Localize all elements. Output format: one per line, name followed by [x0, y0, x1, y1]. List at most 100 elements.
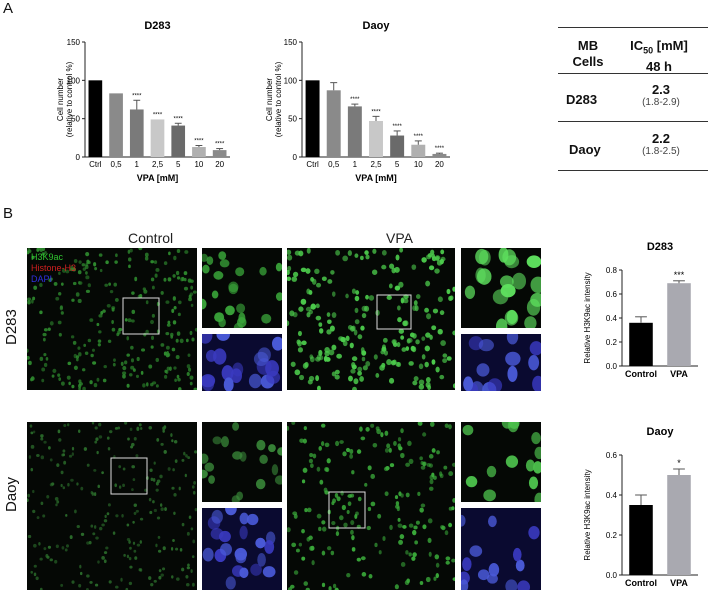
- nucleus: [445, 560, 450, 565]
- nucleus: [132, 368, 136, 372]
- nucleus: [131, 488, 134, 492]
- nucleus: [505, 351, 521, 366]
- nucleus: [150, 345, 154, 349]
- nucleus: [320, 441, 325, 447]
- nucleus: [509, 422, 520, 429]
- nucleus: [394, 285, 401, 291]
- nucleus: [186, 531, 190, 536]
- nucleus: [127, 437, 130, 441]
- bar: [629, 505, 653, 575]
- row-label-daoy: Daoy: [3, 476, 20, 512]
- nucleus: [440, 340, 446, 346]
- nucleus: [171, 439, 174, 443]
- nucleus: [62, 449, 66, 453]
- nucleus: [39, 248, 44, 252]
- microscopy-texture: [202, 334, 282, 391]
- nucleus: [32, 296, 36, 301]
- nucleus: [58, 377, 62, 381]
- nucleus: [300, 267, 307, 273]
- nucleus: [322, 526, 327, 532]
- nucleus: [155, 481, 159, 486]
- nucleus: [162, 426, 166, 431]
- daoy-vpa-zoom-merge: [461, 508, 541, 590]
- x-tick-label: Control: [625, 578, 657, 588]
- nucleus: [321, 550, 326, 556]
- x-tick-label: 5: [395, 160, 400, 169]
- nucleus: [100, 310, 104, 315]
- nucleus: [403, 320, 409, 327]
- nucleus: [89, 380, 93, 385]
- nucleus: [126, 383, 130, 388]
- nucleus: [407, 440, 412, 446]
- nucleus: [294, 369, 301, 376]
- nucleus: [58, 271, 61, 276]
- nucleus: [62, 453, 65, 457]
- nucleus: [160, 290, 164, 295]
- nucleus: [309, 545, 314, 551]
- nucleus: [321, 582, 326, 588]
- nucleus: [444, 530, 449, 536]
- nucleus: [316, 466, 321, 472]
- d283-ic50-value: 2.3: [651, 82, 671, 97]
- x-tick-label: 1: [353, 160, 358, 169]
- nucleus: [123, 553, 126, 557]
- nucleus: [143, 332, 147, 337]
- nucleus: [120, 577, 123, 582]
- nucleus: [302, 467, 308, 473]
- nucleus: [56, 463, 60, 468]
- nucleus: [309, 354, 314, 360]
- bar: [390, 135, 405, 157]
- nucleus: [384, 491, 389, 497]
- nucleus: [525, 459, 535, 472]
- nucleus: [340, 336, 346, 343]
- nucleus: [353, 378, 359, 385]
- nucleus: [469, 545, 483, 557]
- bar: [171, 125, 186, 157]
- nucleus: [27, 248, 31, 253]
- y-tick-label: 0.6: [606, 451, 618, 460]
- nucleus: [373, 354, 378, 360]
- x-tick-label: Ctrl: [306, 160, 319, 169]
- header-ic-sub: 50: [643, 45, 654, 56]
- nucleus: [27, 498, 29, 502]
- nucleus: [272, 336, 282, 351]
- nucleus: [408, 361, 414, 366]
- x-tick-label: 1: [135, 160, 140, 169]
- nucleus: [391, 339, 397, 345]
- nucleus: [420, 460, 424, 465]
- nucleus: [487, 378, 503, 391]
- nucleus: [177, 377, 181, 382]
- nucleus: [406, 578, 410, 584]
- nucleus: [170, 433, 173, 437]
- nucleus: [66, 423, 70, 427]
- nucleus: [476, 363, 490, 377]
- nucleus: [80, 532, 85, 536]
- nucleus: [36, 516, 40, 520]
- nucleus: [149, 468, 153, 473]
- nucleus: [360, 436, 366, 441]
- nucleus: [111, 327, 116, 332]
- daoy-h3k9ac-chart: Daoy 0.0 0.2 0.4 0.6 Relative H3K9ac intensit…: [583, 426, 698, 588]
- nucleus: [172, 320, 177, 325]
- nucleus: [163, 261, 168, 266]
- y-axis-label: Relative H3K9ac intensity: [583, 469, 592, 560]
- significance-label: ****: [174, 116, 184, 122]
- nucleus: [342, 255, 349, 262]
- nucleus: [232, 422, 240, 431]
- panel-label-a: A: [3, 0, 14, 17]
- nucleus: [362, 365, 368, 371]
- nucleus: [351, 547, 356, 552]
- nucleus: [30, 444, 35, 449]
- nucleus: [395, 254, 400, 261]
- nucleus: [202, 453, 209, 464]
- nucleus: [136, 427, 140, 432]
- nucleus: [349, 453, 354, 459]
- nucleus: [103, 519, 108, 523]
- nucleus: [397, 305, 401, 311]
- d283-control-overview-image: [27, 248, 197, 390]
- nucleus: [69, 535, 73, 540]
- y-tick-label: 0: [293, 153, 298, 162]
- nucleus: [299, 438, 304, 443]
- nucleus: [43, 362, 48, 368]
- nucleus: [326, 546, 332, 551]
